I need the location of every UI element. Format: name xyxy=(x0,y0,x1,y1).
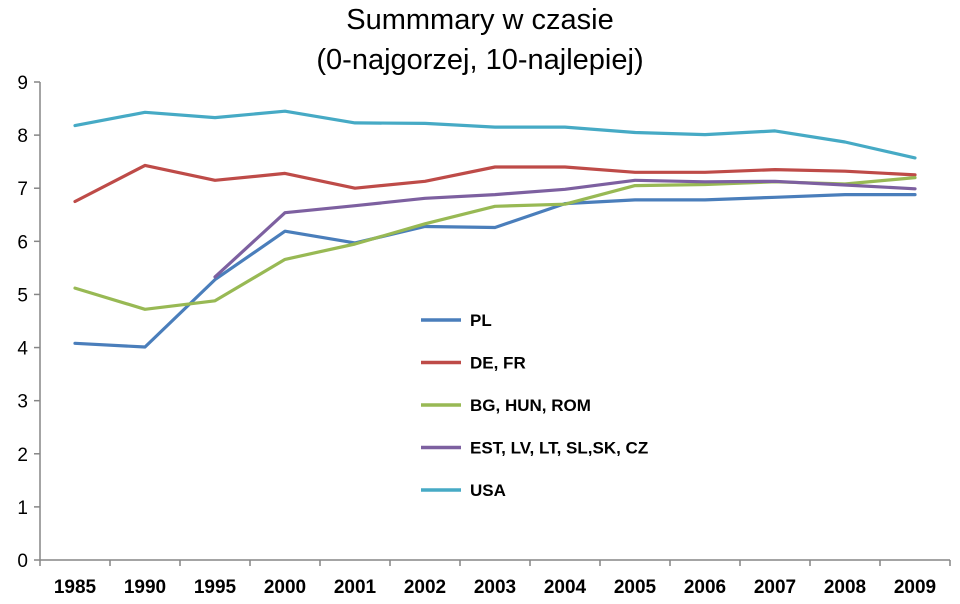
x-tick-label: 2001 xyxy=(334,577,377,598)
x-tick-label: 1995 xyxy=(194,577,237,598)
legend-label-3: EST, LV, LT, SL,SK, CZ xyxy=(470,439,648,458)
x-tick-label: 2002 xyxy=(404,577,446,598)
legend-label-4: USA xyxy=(470,481,506,500)
x-tick-label: 2007 xyxy=(754,577,796,598)
x-tick-label: 2000 xyxy=(264,577,306,598)
chart-subtitle: (0-najgorzej, 10-najlepiej) xyxy=(316,44,644,76)
series-line-3 xyxy=(213,178,917,279)
x-tick-label: 2009 xyxy=(894,577,936,598)
x-tick-label: 2003 xyxy=(474,577,516,598)
y-tick-label: 3 xyxy=(17,392,28,413)
series-line-1 xyxy=(73,163,917,204)
chart-title: Summmary w czasie xyxy=(346,4,614,36)
y-tick-label: 1 xyxy=(17,498,28,519)
y-tick-label: 8 xyxy=(17,126,28,147)
y-tick-label: 5 xyxy=(17,285,28,306)
series-line-4 xyxy=(73,109,917,160)
x-tick-label: 2006 xyxy=(684,577,726,598)
y-tick-label: 9 xyxy=(17,73,28,94)
legend-label-0: PL xyxy=(470,311,492,330)
y-tick-label: 2 xyxy=(17,445,28,466)
y-tick-label: 6 xyxy=(17,232,28,253)
legend-label-2: BG, HUN, ROM xyxy=(470,396,591,415)
legend-label-1: DE, FR xyxy=(470,354,526,373)
y-tick-label: 7 xyxy=(17,179,28,200)
x-tick-label: 1990 xyxy=(124,577,166,598)
x-tick-label: 2008 xyxy=(824,577,866,598)
x-tick-label: 1985 xyxy=(54,577,97,598)
y-tick-label: 0 xyxy=(17,551,28,572)
y-tick-label: 4 xyxy=(17,339,28,360)
x-tick-label: 2005 xyxy=(614,577,657,598)
x-tick-label: 2004 xyxy=(544,577,587,598)
series-line-0 xyxy=(73,193,917,349)
